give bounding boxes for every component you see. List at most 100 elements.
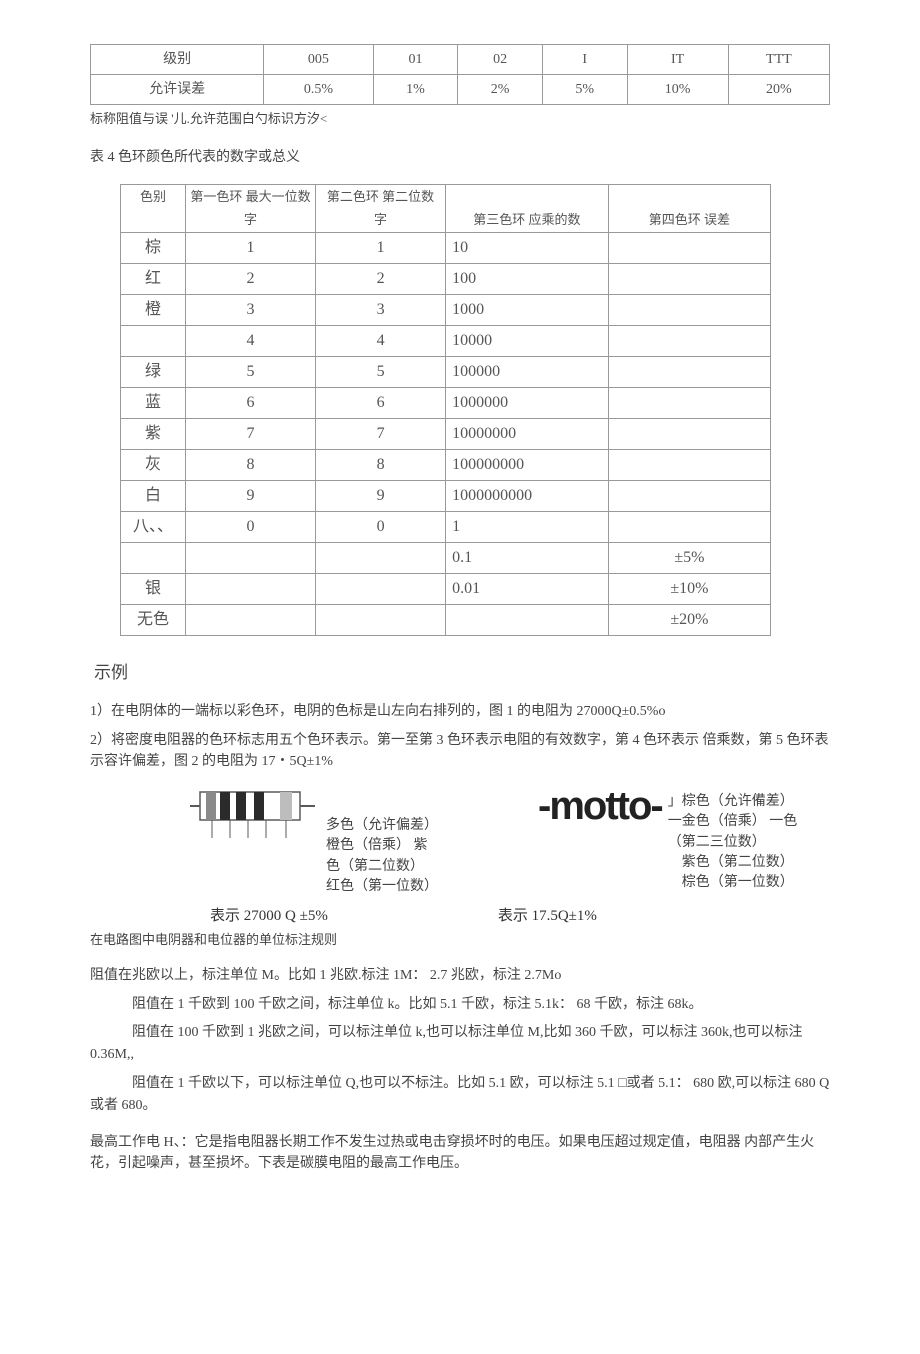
example-heading: 示例 — [94, 660, 830, 686]
cell: 级别 — [91, 45, 264, 75]
table1-caption: 标称阻值与误 '儿.允许范围白勺标识方汐< — [90, 109, 830, 129]
diagram-row: 多色（允许偏差） 橙色（倍乘） 紫 色（第二位数） 红色（第一位数） -mott… — [190, 786, 830, 897]
cell — [608, 387, 771, 418]
cell: 5% — [542, 75, 627, 105]
diagram-caption-left: 表示 27000 Q ±5% — [210, 905, 328, 928]
cell — [608, 294, 771, 325]
cell: 2 — [186, 263, 316, 294]
cell: 5 — [186, 356, 316, 387]
cell — [608, 511, 771, 542]
cell — [316, 604, 446, 635]
cell: 8 — [186, 449, 316, 480]
legend-line: 橙色（倍乘） 紫 — [326, 836, 438, 856]
table-row: 红22100 — [121, 263, 771, 294]
legend-right: 」棕色（允许備差） 一金色（倍乘） 一色 （第二三位数） 紫色（第二位数） 棕色… — [668, 792, 798, 897]
cell: 允许误差 — [91, 75, 264, 105]
cell: 10000000 — [446, 418, 609, 449]
cell: 八、、 — [121, 511, 186, 542]
table-row: 灰88100000000 — [121, 449, 771, 480]
rule-paragraph: 阻值在兆欧以上，标注单位 M。比如 1 兆欧.标注 1M： 2.7 兆欧，标注 … — [90, 965, 830, 987]
cell — [446, 604, 609, 635]
cell: 字 — [186, 208, 316, 232]
cell: 1% — [373, 75, 458, 105]
final-paragraph: 最高工作电 H、：它是指电阻器长期工作不发生过热或电击穿损坏时的电压。如果电压超… — [90, 1132, 830, 1174]
table-row: 棕1110 — [121, 232, 771, 263]
table-row: 色别 第一色环 最大一位数 第二色环 第二位数 第三色环 应乘的数 第四色环 误… — [121, 184, 771, 208]
table-row: 紫7710000000 — [121, 418, 771, 449]
example-paragraph-1: 1）在电阴体的一端标以彩色环，电阴的色标是山左向右排列的，图 1 的电阻为 27… — [90, 701, 830, 722]
legend-line: 棕色（第一位数） — [682, 873, 798, 893]
cell: 银 — [121, 573, 186, 604]
cell: ±20% — [608, 604, 771, 635]
cell: 1 — [446, 511, 609, 542]
legend-line: 多色（允许偏差） — [326, 816, 438, 836]
legend-left: 多色（允许偏差） 橙色（倍乘） 紫 色（第二位数） 红色（第一位数） — [326, 816, 438, 897]
cell: 棕 — [121, 232, 186, 263]
cell: 02 — [458, 45, 543, 75]
motto-text: -motto- — [538, 786, 662, 826]
legend-line: 红色（第一位数） — [326, 877, 438, 897]
table-row: 蓝661000000 — [121, 387, 771, 418]
cell — [608, 449, 771, 480]
cell — [316, 542, 446, 573]
cell — [608, 232, 771, 263]
rule-paragraph: 阻值在 1 千欧以下，可以标注单位 Q,也可以不标注。比如 5.1 欧，可以标注… — [90, 1073, 830, 1118]
cell: 10 — [446, 232, 609, 263]
table-row: 4410000 — [121, 325, 771, 356]
rule-line: 在电路图中电阴器和电位器的单位标注规则 — [90, 930, 830, 950]
diagram-caption-right: 表示 17.5Q±1% — [498, 905, 597, 928]
legend-line: 一金色（倍乘） 一色 — [668, 812, 798, 832]
cell: 色别 — [121, 184, 186, 232]
cell: 1000000 — [446, 387, 609, 418]
cell: 字 — [316, 208, 446, 232]
cell: 7 — [186, 418, 316, 449]
cell — [608, 325, 771, 356]
cell: 0 — [186, 511, 316, 542]
cell: 2% — [458, 75, 543, 105]
cell: ±10% — [608, 573, 771, 604]
cell — [121, 325, 186, 356]
cell: 3 — [186, 294, 316, 325]
cell — [186, 573, 316, 604]
cell: 100 — [446, 263, 609, 294]
cell: 0.1 — [446, 542, 609, 573]
table2-caption: 表 4 色环颜色所代表的数字或总义 — [90, 147, 830, 168]
cell: 5 — [316, 356, 446, 387]
legend-line: 紫色（第二位数） — [682, 853, 798, 873]
cell: TTT — [728, 45, 829, 75]
tolerance-table-value-row: 允许误差 0.5% 1% 2% 5% 10% 20% — [91, 75, 830, 105]
cell: 005 — [264, 45, 374, 75]
resistor-icon — [190, 786, 320, 846]
cell: 1000 — [446, 294, 609, 325]
table-row: 橙331000 — [121, 294, 771, 325]
example-paragraph-2: 2）将密度电阻器的色环标志用五个色环表示。第一至第 3 色环表示电阻的有效数字，… — [90, 730, 830, 772]
cell: I — [542, 45, 627, 75]
cell: 第二色环 第二位数 — [316, 184, 446, 208]
cell: 橙 — [121, 294, 186, 325]
table-row: 八、、001 — [121, 511, 771, 542]
cell — [608, 480, 771, 511]
legend-line: 」棕色（允许備差） — [668, 792, 798, 812]
color-code-table: 色别 第一色环 最大一位数 第二色环 第二位数 第三色环 应乘的数 第四色环 误… — [120, 184, 771, 636]
cell: 红 — [121, 263, 186, 294]
cell: 10000 — [446, 325, 609, 356]
table-row: 0.1±5% — [121, 542, 771, 573]
cell — [316, 573, 446, 604]
cell — [608, 418, 771, 449]
cell: 无色 — [121, 604, 186, 635]
tolerance-table: 级别 005 01 02 I IT TTT 允许误差 0.5% 1% 2% 5%… — [90, 44, 830, 105]
cell: 100000000 — [446, 449, 609, 480]
rule-paragraph: 阻值在 100 千欧到 1 兆欧之间，可以标注单位 k,也可以标注单位 M,比如… — [90, 1022, 830, 1067]
cell: 1 — [186, 232, 316, 263]
cell: 绿 — [121, 356, 186, 387]
cell: 1000000000 — [446, 480, 609, 511]
cell: 蓝 — [121, 387, 186, 418]
cell: 紫 — [121, 418, 186, 449]
cell: 1 — [316, 232, 446, 263]
cell — [186, 542, 316, 573]
legend-line: 色（第二位数） — [326, 857, 438, 877]
cell: 8 — [316, 449, 446, 480]
cell: ±5% — [608, 542, 771, 573]
cell: 20% — [728, 75, 829, 105]
cell: 2 — [316, 263, 446, 294]
